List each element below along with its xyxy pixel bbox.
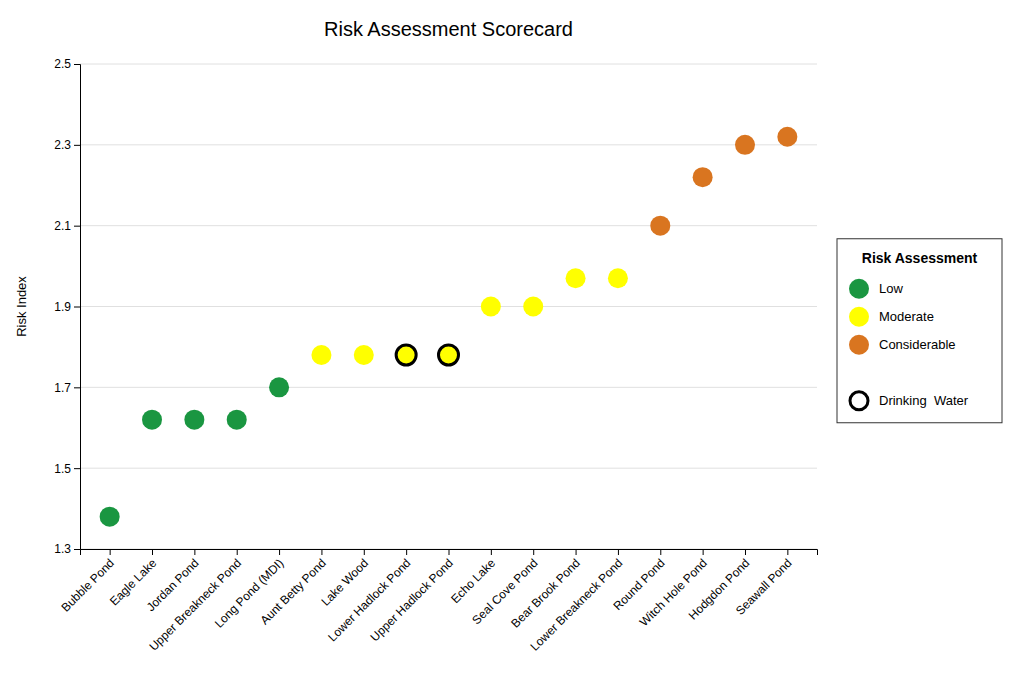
legend-label: Moderate bbox=[879, 309, 934, 324]
point bbox=[481, 297, 501, 317]
x-tick-mark bbox=[533, 549, 534, 555]
x-tick: Lower Hadlock Pond bbox=[325, 549, 413, 644]
y-tick: 2.3 bbox=[54, 138, 80, 152]
point bbox=[396, 345, 416, 365]
x-tick-mark bbox=[745, 549, 746, 555]
y-tick-mark bbox=[74, 307, 80, 308]
x-tick-label: Lower Hadlock Pond bbox=[325, 556, 413, 644]
y-tick: 2.5 bbox=[54, 57, 80, 71]
point bbox=[650, 216, 670, 236]
x-tick-mark bbox=[618, 549, 619, 555]
y-tick-mark bbox=[74, 64, 80, 65]
grid-line bbox=[80, 64, 817, 65]
point bbox=[311, 345, 331, 365]
legend: Risk Assessment Low Moderate Considerable Dr… bbox=[837, 239, 1002, 423]
grid-line bbox=[80, 306, 817, 307]
x-tick-mark bbox=[194, 549, 195, 555]
grid-line bbox=[80, 387, 817, 388]
legend-swatch bbox=[850, 392, 868, 410]
x-tick-mark bbox=[449, 549, 450, 555]
plot: 1.3 1.5 1.7 1.9 2.1 2.3 2.5 Bubble PondEagle La… bbox=[54, 57, 817, 653]
legend-swatch bbox=[849, 307, 869, 327]
legend-swatch bbox=[849, 335, 869, 355]
grid-line bbox=[80, 468, 817, 469]
point bbox=[693, 167, 713, 187]
y-tick-label: 1.3 bbox=[54, 542, 71, 556]
legend-swatch bbox=[849, 279, 869, 299]
x-tick-label: Bubble Pond bbox=[58, 556, 117, 615]
y-axis-title: Risk Index bbox=[14, 276, 29, 337]
x-tick: Seawall Pond bbox=[733, 549, 795, 618]
point bbox=[269, 377, 289, 397]
x-tick-mark bbox=[491, 549, 492, 555]
x-tick-mark bbox=[321, 549, 322, 555]
y-tick: 1.9 bbox=[54, 300, 80, 314]
point bbox=[142, 410, 162, 430]
x-tick: Aunt Betty Pond bbox=[257, 549, 328, 627]
x-tick-label: Upper Hadlock Pond bbox=[368, 556, 456, 644]
legend-frame bbox=[837, 239, 1002, 423]
points bbox=[100, 127, 798, 527]
y-tick: 1.7 bbox=[54, 381, 80, 395]
y-tick-label: 2.3 bbox=[54, 138, 71, 152]
point bbox=[608, 268, 628, 288]
legend-title: Risk Assessment bbox=[862, 250, 978, 266]
x-tick-mark bbox=[110, 549, 111, 555]
x-tick: Upper Hadlock Pond bbox=[368, 549, 456, 644]
point bbox=[184, 410, 204, 430]
y-tick-mark bbox=[74, 387, 80, 388]
y-tick-label: 1.7 bbox=[54, 381, 71, 395]
y-tick: 1.3 bbox=[54, 542, 80, 556]
y-tick-label: 2.1 bbox=[54, 219, 71, 233]
x-tick-mark bbox=[576, 549, 577, 555]
x-tick-mark bbox=[237, 549, 238, 555]
y-tick-label: 1.5 bbox=[54, 462, 71, 476]
legend-label: Low bbox=[879, 281, 903, 296]
y-tick: 1.5 bbox=[54, 462, 80, 476]
point bbox=[354, 345, 374, 365]
x-axis: Bubble PondEagle LakeJordan PondUpper Br… bbox=[58, 549, 817, 654]
x-tick-label: Seawall Pond bbox=[733, 556, 795, 618]
title: Risk Assessment Scorecard bbox=[324, 18, 573, 40]
y-tick: 2.1 bbox=[54, 219, 80, 233]
y-tick-label: 2.5 bbox=[54, 57, 71, 71]
x-tick-label: Lower Breakneck Pond bbox=[528, 556, 626, 654]
y-tick-mark bbox=[74, 226, 80, 227]
grid bbox=[80, 64, 817, 549]
point bbox=[439, 345, 459, 365]
chart: 1.3 1.5 1.7 1.9 2.1 2.3 2.5 Bubble PondEagle La… bbox=[0, 0, 1017, 689]
x-tick-mark bbox=[152, 549, 153, 555]
point bbox=[777, 127, 797, 147]
point bbox=[100, 507, 120, 527]
y-tick-mark bbox=[74, 145, 80, 146]
x-tick-label: Aunt Betty Pond bbox=[257, 556, 328, 627]
point bbox=[227, 410, 247, 430]
y-tick-mark bbox=[74, 549, 80, 550]
x-tick: Bubble Pond bbox=[58, 549, 117, 615]
y-axis: 1.3 1.5 1.7 1.9 2.1 2.3 2.5 bbox=[54, 57, 80, 556]
x-axis-line bbox=[81, 550, 818, 556]
x-tick-mark bbox=[787, 549, 788, 555]
legend-label: Considerable bbox=[879, 337, 956, 352]
x-tick-mark bbox=[364, 549, 365, 555]
point bbox=[566, 268, 586, 288]
y-tick-label: 1.9 bbox=[54, 300, 71, 314]
grid-line bbox=[80, 225, 817, 226]
legend-label: Drinking Water bbox=[879, 393, 969, 408]
x-tick-mark bbox=[279, 549, 280, 555]
x-tick-mark bbox=[406, 549, 407, 555]
point bbox=[735, 135, 755, 155]
grid-line bbox=[80, 144, 817, 145]
x-tick: Lower Breakneck Pond bbox=[528, 549, 626, 654]
x-tick-mark bbox=[703, 549, 704, 555]
x-tick-mark bbox=[660, 549, 661, 555]
point bbox=[523, 297, 543, 317]
x-tick: Upper Breakneck Pond bbox=[146, 549, 244, 654]
y-axis-line bbox=[74, 65, 81, 550]
y-tick-mark bbox=[74, 468, 80, 469]
